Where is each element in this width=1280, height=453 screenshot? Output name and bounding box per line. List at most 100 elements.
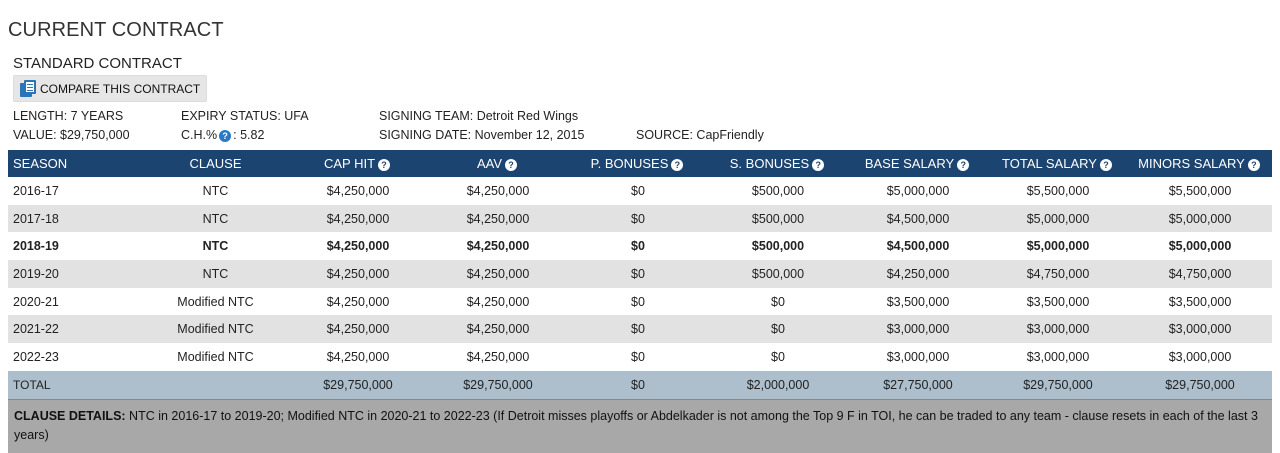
table-cell: $3,500,000 xyxy=(1026,294,1090,309)
table-cell: $4,250,000 xyxy=(288,315,428,344)
table-cell: $4,250,000 xyxy=(428,260,568,288)
column-header-p-bonuses[interactable]: P. BONUSES? xyxy=(568,150,708,177)
table-row: 2016-17 NTC $4,250,000 $4,250,000 $0 $500,000… xyxy=(8,177,1272,205)
table-cell: $0 xyxy=(631,349,645,364)
question-circle-icon[interactable]: ? xyxy=(957,159,970,171)
table-cell: $4,250,000 xyxy=(466,239,530,254)
table-cell: $29,750,000 xyxy=(1128,370,1272,399)
table-cell: $3,000,000 xyxy=(1168,349,1232,364)
table-cell: $500,000 xyxy=(708,204,848,233)
table-cell: 2016-17 xyxy=(13,183,59,198)
table-cell: $5,500,000 xyxy=(1026,183,1090,198)
table-row: 2022-23 Modified NTC $4,250,000 $4,250,000 $… xyxy=(8,343,1272,371)
table-row: 2020-21 Modified NTC $4,250,000 $4,250,000 $… xyxy=(8,288,1272,316)
column-header-label: P. BONUSES xyxy=(590,156,669,171)
table-cell: $0 xyxy=(568,260,708,288)
table-cell: Modified NTC xyxy=(143,315,288,344)
table-cell: $4,750,000 xyxy=(988,260,1128,288)
column-header-cap-hit[interactable]: CAP HIT? xyxy=(288,150,428,177)
column-header-label: TOTAL SALARY xyxy=(1002,156,1097,171)
contract-length: LENGTH: 7 YEARS xyxy=(13,109,124,123)
column-header-label: MINORS SALARY xyxy=(1138,156,1245,171)
column-header-label: AAV xyxy=(476,156,503,171)
table-cell: 2021-22 xyxy=(8,315,143,344)
page-title: CURRENT CONTRACT xyxy=(8,19,224,41)
table-header-row: SEASON CLAUSE CAP HIT? AAV? P. BONUSES? … xyxy=(8,150,1272,177)
table-cell: $3,000,000 xyxy=(988,315,1128,344)
table-cell: 2019-20 xyxy=(8,260,143,288)
table-cell: $4,250,000 xyxy=(466,349,530,364)
table-cell: NTC xyxy=(202,183,229,198)
table-cell: $4,250,000 xyxy=(288,204,428,233)
clause-details: CLAUSE DETAILS: NTC in 2016-17 to 2019-2… xyxy=(8,399,1272,453)
contract-value: VALUE: $29,750,000 xyxy=(13,128,130,142)
table-cell: $0 xyxy=(568,204,708,233)
question-circle-icon[interactable]: ? xyxy=(378,159,391,171)
cap-hit-percent-label: C.H.% xyxy=(181,128,218,142)
question-circle-icon[interactable]: ? xyxy=(671,159,684,171)
documents-icon xyxy=(20,80,36,97)
expiry-status: EXPIRY STATUS: UFA xyxy=(181,109,309,123)
cap-hit-percent: C.H.%?: 5.82 xyxy=(181,128,265,142)
table-cell: $27,750,000 xyxy=(848,370,988,399)
table-cell: $3,000,000 xyxy=(1026,349,1090,364)
table-cell: $2,000,000 xyxy=(708,370,848,399)
table-cell: NTC xyxy=(143,204,288,233)
table-cell: $3,500,000 xyxy=(886,294,950,309)
table-row-current-season: 2018-19 NTC $4,250,000 $4,250,000 $0 $500,000… xyxy=(8,232,1272,260)
column-header-clause[interactable]: CLAUSE xyxy=(143,150,288,177)
table-cell: $5,000,000 xyxy=(1168,239,1232,254)
table-cell: $4,250,000 xyxy=(326,183,390,198)
table-cell: NTC xyxy=(143,260,288,288)
column-header-total-salary[interactable]: TOTAL SALARY? xyxy=(988,150,1128,177)
signing-date: SIGNING DATE: November 12, 2015 xyxy=(379,128,585,142)
table-cell: $0 xyxy=(568,315,708,344)
clause-details-text: NTC in 2016-17 to 2019-20; Modified NTC … xyxy=(14,409,1258,442)
table-cell: $3,500,000 xyxy=(1168,294,1232,309)
column-header-label: S. BONUSES xyxy=(729,156,810,171)
table-cell: 2018-19 xyxy=(13,239,59,254)
column-header-aav[interactable]: AAV? xyxy=(428,150,568,177)
table-cell: $3,000,000 xyxy=(1128,315,1272,344)
column-header-label: CAP HIT xyxy=(323,156,376,171)
column-header-minors-salary[interactable]: MINORS SALARY? xyxy=(1128,150,1272,177)
table-cell: $0 xyxy=(631,239,645,254)
column-header-season[interactable]: SEASON xyxy=(8,150,143,177)
table-cell: $0 xyxy=(708,315,848,344)
table-cell: $5,000,000 xyxy=(1128,204,1272,233)
table-cell: $4,250,000 xyxy=(466,183,530,198)
clause-details-label: CLAUSE DETAILS: xyxy=(14,409,126,423)
table-cell: $500,000 xyxy=(751,183,805,198)
question-circle-icon[interactable]: ? xyxy=(1247,159,1260,171)
table-cell: $5,000,000 xyxy=(1026,239,1090,254)
table-cell: $29,750,000 xyxy=(288,370,428,399)
table-cell: $3,000,000 xyxy=(848,315,988,344)
table-cell: $4,750,000 xyxy=(1128,260,1272,288)
table-cell: $4,250,000 xyxy=(326,239,390,254)
question-circle-icon[interactable]: ? xyxy=(1099,159,1112,171)
table-row: 2021-22 Modified NTC $4,250,000 $4,250,000 $… xyxy=(8,315,1272,344)
column-header-s-bonuses[interactable]: S. BONUSES? xyxy=(708,150,848,177)
table-cell: $4,250,000 xyxy=(848,260,988,288)
table-cell: $4,250,000 xyxy=(326,294,390,309)
question-circle-icon[interactable]: ? xyxy=(505,159,518,171)
question-circle-icon[interactable]: ? xyxy=(219,130,232,142)
table-cell: $500,000 xyxy=(708,260,848,288)
table-cell: $5,500,000 xyxy=(1168,183,1232,198)
contract-table: SEASON CLAUSE CAP HIT? AAV? P. BONUSES? … xyxy=(8,150,1272,399)
table-cell: Modified NTC xyxy=(177,349,254,364)
table-cell: $4,500,000 xyxy=(848,204,988,233)
column-header-base-salary[interactable]: BASE SALARY? xyxy=(848,150,988,177)
table-cell: $4,500,000 xyxy=(886,239,950,254)
table-cell: $4,250,000 xyxy=(428,204,568,233)
table-cell: 2020-21 xyxy=(13,294,59,309)
table-cell: $29,750,000 xyxy=(988,370,1128,399)
table-cell: $500,000 xyxy=(751,239,805,254)
table-cell: $4,250,000 xyxy=(466,294,530,309)
column-header-label: BASE SALARY xyxy=(864,156,955,171)
compare-contract-button[interactable]: COMPARE THIS CONTRACT xyxy=(13,75,208,102)
table-cell: NTC xyxy=(202,239,229,254)
table-row: 2019-20 NTC $4,250,000 $4,250,000 $0 $500,000… xyxy=(8,260,1272,288)
table-cell: TOTAL xyxy=(8,370,143,399)
question-circle-icon[interactable]: ? xyxy=(812,159,825,171)
